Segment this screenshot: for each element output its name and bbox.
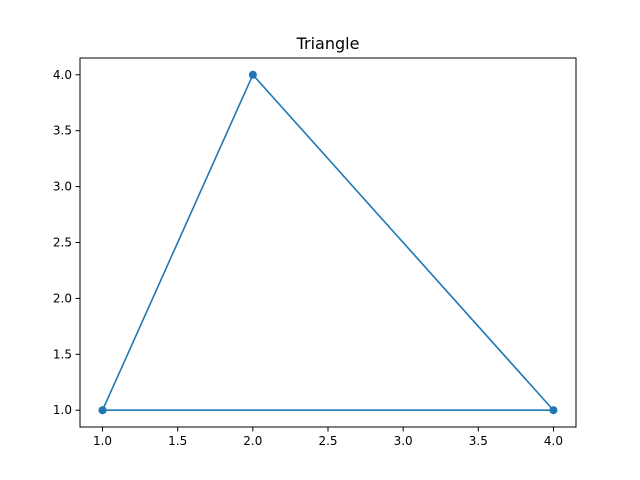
series-line — [101, 73, 555, 412]
x-tick-label: 1.5 — [168, 434, 187, 448]
data-point — [98, 406, 107, 415]
y-tick-label: 3.5 — [53, 124, 72, 138]
chart-title: Triangle — [296, 34, 360, 53]
plot-area: 1.0 1.5 2.0 2.5 3.0 3.5 4.0 1.0 1.5 2.0 2.5 3.0 3.5 4… — [53, 57, 577, 448]
x-tick-label: 3.5 — [469, 434, 488, 448]
y-tick-label: 2.5 — [53, 236, 72, 250]
y-tick-label: 4.0 — [53, 68, 72, 82]
y-tick-label: 1.5 — [53, 347, 72, 361]
y-tick-label: 1.0 — [53, 403, 72, 417]
y-tick-label: 2.0 — [53, 291, 72, 305]
data-point — [549, 406, 558, 415]
data-point — [248, 70, 257, 79]
x-tick-label: 4.0 — [544, 434, 563, 448]
y-tick-label: 3.0 — [53, 180, 72, 194]
x-tick-label: 1.0 — [93, 434, 112, 448]
x-tick-label: 3.0 — [394, 434, 413, 448]
x-tick-label: 2.0 — [243, 434, 262, 448]
x-tick-label: 2.5 — [318, 434, 337, 448]
